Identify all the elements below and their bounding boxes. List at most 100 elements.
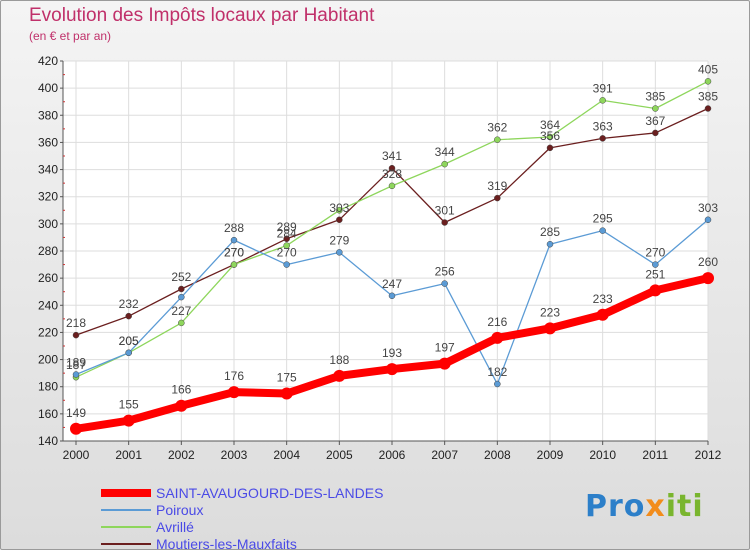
data-point — [178, 319, 185, 327]
data-point — [72, 371, 80, 378]
data-label: 188 — [329, 353, 349, 367]
data-point — [228, 386, 240, 399]
data-label: 223 — [540, 305, 560, 319]
data-point — [702, 272, 714, 285]
data-label: 344 — [435, 145, 455, 159]
data-point — [280, 387, 293, 400]
data-point — [596, 308, 609, 321]
data-label: 285 — [540, 225, 560, 239]
x-tick-label: 2009 — [537, 448, 564, 462]
data-point — [230, 261, 238, 268]
legend-swatch — [101, 509, 151, 511]
x-tick-label: 2004 — [273, 448, 300, 462]
data-label: 155 — [119, 398, 139, 412]
legend-label: Poiroux — [156, 502, 204, 518]
data-point — [652, 261, 659, 268]
data-label: 205 — [119, 334, 139, 348]
y-tick-label: 260 — [38, 271, 58, 285]
chart-subtitle: (en € et par an) — [29, 29, 112, 43]
data-point — [441, 160, 448, 168]
data-label: 260 — [698, 255, 718, 269]
legend-label: Moutiers-les-Mauxfaits — [156, 536, 297, 550]
data-point — [599, 135, 606, 142]
data-label: 364 — [540, 118, 560, 132]
y-tick-label: 320 — [38, 190, 58, 204]
data-point — [336, 216, 343, 224]
data-point — [441, 280, 448, 287]
data-label: 175 — [277, 371, 297, 385]
legend-label: Avrillé — [156, 519, 194, 535]
data-label: 270 — [277, 246, 297, 260]
data-point — [704, 216, 712, 224]
y-tick-label: 160 — [38, 407, 58, 421]
data-point — [599, 97, 606, 104]
data-point — [438, 357, 451, 370]
chart-title: Evolution des Impôts locaux par Habitant — [29, 5, 375, 26]
x-tick-label: 2011 — [642, 448, 668, 462]
data-point — [388, 164, 396, 172]
y-tick-label: 140 — [38, 434, 58, 448]
data-point — [599, 227, 606, 234]
x-tick-label: 2000 — [63, 448, 90, 462]
y-tick-label: 180 — [38, 380, 58, 394]
data-point — [336, 249, 343, 256]
data-label: 303 — [698, 201, 718, 215]
data-point — [546, 144, 554, 152]
x-tick-label: 2012 — [695, 448, 722, 462]
data-point — [125, 349, 132, 357]
x-tick-label: 2007 — [431, 448, 458, 462]
x-tick-label: 2006 — [379, 448, 406, 462]
y-tick-label: 360 — [38, 135, 58, 149]
y-tick-label: 220 — [38, 325, 58, 339]
legend-swatch — [101, 543, 151, 545]
data-label: 193 — [382, 346, 402, 360]
data-point — [546, 133, 554, 141]
data-label: 205 — [119, 334, 139, 348]
data-point — [283, 235, 290, 243]
data-point — [175, 399, 188, 412]
data-label: 279 — [329, 233, 349, 247]
data-label: 288 — [224, 221, 244, 235]
data-point — [388, 292, 396, 300]
data-point — [178, 293, 185, 301]
data-label: 252 — [171, 270, 191, 284]
x-tick-label: 2005 — [326, 448, 353, 462]
data-label: 251 — [645, 267, 665, 281]
y-tick-label: 200 — [38, 353, 58, 367]
data-label: 405 — [698, 62, 718, 76]
proxiti-logo: Proxiti — [585, 489, 704, 524]
x-tick-label: 2001 — [115, 448, 142, 462]
y-tick-label: 420 — [38, 54, 58, 68]
data-point — [544, 322, 556, 335]
data-label: 270 — [645, 246, 665, 260]
data-point — [125, 312, 132, 320]
data-label: 356 — [540, 129, 560, 143]
data-point — [72, 331, 80, 339]
data-label: 232 — [119, 297, 139, 311]
data-label: 256 — [435, 265, 455, 279]
data-label: 270 — [224, 246, 244, 260]
data-label: 289 — [277, 220, 297, 234]
data-label: 301 — [435, 204, 455, 218]
data-point — [333, 369, 346, 382]
data-point — [441, 219, 448, 226]
data-label: 363 — [593, 119, 613, 133]
data-point — [388, 182, 396, 190]
y-tick-label: 280 — [38, 244, 58, 258]
legend-swatch — [101, 526, 151, 528]
data-label: 367 — [645, 114, 665, 128]
data-point — [652, 129, 659, 137]
legend-swatch — [101, 489, 151, 497]
data-label: 385 — [698, 90, 718, 104]
data-label: 189 — [66, 356, 86, 370]
data-point — [652, 105, 659, 112]
data-label: 197 — [435, 341, 455, 355]
data-point — [494, 194, 501, 202]
y-tick-label: 240 — [38, 298, 58, 312]
data-label: 295 — [593, 212, 613, 226]
data-label: 227 — [171, 304, 191, 318]
data-label: 328 — [382, 167, 402, 181]
data-point — [386, 363, 398, 376]
y-tick-label: 300 — [38, 217, 58, 231]
